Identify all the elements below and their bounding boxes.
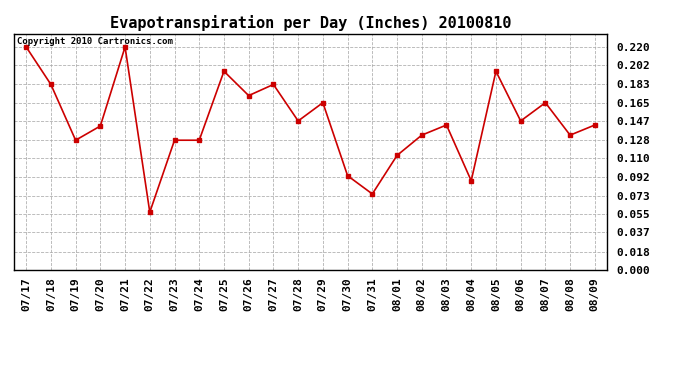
- Text: Copyright 2010 Cartronics.com: Copyright 2010 Cartronics.com: [17, 37, 172, 46]
- Title: Evapotranspiration per Day (Inches) 20100810: Evapotranspiration per Day (Inches) 2010…: [110, 15, 511, 31]
